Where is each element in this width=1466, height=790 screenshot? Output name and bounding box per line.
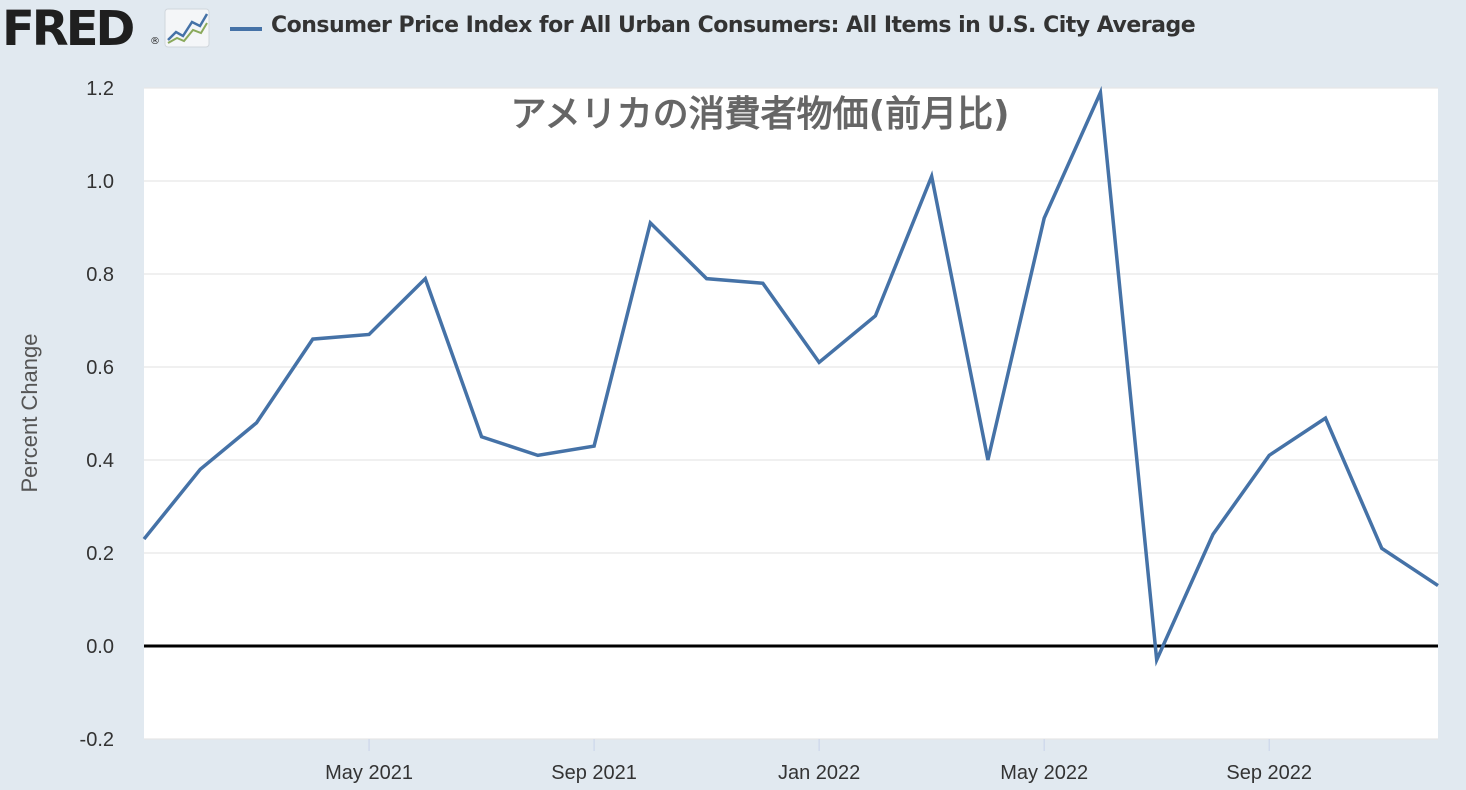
- y-axis-ticks: -0.2 0.0 0.2 0.4 0.6 0.8 1.0 1.2: [80, 78, 114, 751]
- plot-area: [144, 88, 1438, 739]
- x-tick-label: Sep 2022: [1226, 762, 1312, 784]
- series-title[interactable]: Consumer Price Index for All Urban Consu…: [271, 13, 1196, 38]
- fred-registered-mark: ®: [150, 36, 160, 47]
- chart-title: アメリカの消費者物価(前月比): [510, 94, 1009, 135]
- fred-logo[interactable]: FRED: [2, 1, 135, 57]
- y-axis-label: Percent Change: [17, 334, 42, 493]
- y-tick-label: 0.0: [86, 636, 114, 658]
- y-tick-label: 0.2: [86, 543, 114, 565]
- y-tick-label: 0.6: [86, 357, 114, 379]
- x-axis-ticks: May 2021 Sep 2021 Jan 2022 May 2022 Sep 2022: [325, 739, 1312, 784]
- fred-graph-icon: [164, 8, 210, 48]
- legend-swatch: [230, 27, 262, 31]
- x-tick-label: Jan 2022: [778, 762, 860, 784]
- grid-lines: [144, 87, 1438, 740]
- chart-header: FRED ® Consumer Price Index for All Urba…: [0, 0, 1466, 64]
- y-tick-label: 0.8: [86, 264, 114, 286]
- y-tick-label: 1.2: [86, 78, 114, 100]
- x-tick-label: Sep 2021: [551, 762, 637, 784]
- x-tick-label: May 2022: [1000, 762, 1088, 784]
- y-tick-label: 1.0: [86, 171, 114, 193]
- series-line-cpi[interactable]: [142, 85, 1439, 667]
- x-tick-label: May 2021: [325, 762, 413, 784]
- y-tick-label: -0.2: [80, 729, 114, 751]
- y-tick-label: 0.4: [86, 450, 114, 472]
